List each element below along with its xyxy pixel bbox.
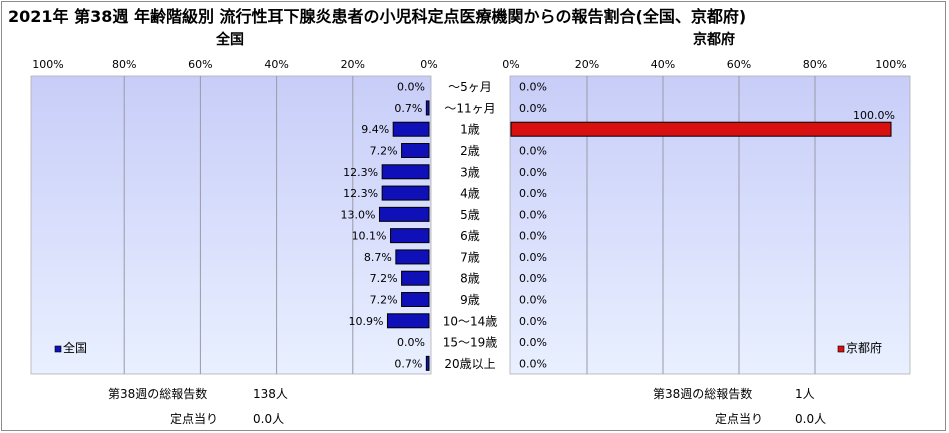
kyoto-plot-area	[509, 75, 911, 375]
national-per-site-value: 0.0人	[253, 412, 284, 426]
national-bar	[381, 164, 430, 180]
national-data-label: 0.7%	[394, 102, 422, 115]
kyoto-data-label: 0.0%	[519, 208, 547, 221]
national-tick-label: 80%	[112, 58, 136, 71]
national-legend-label: 全国	[63, 340, 87, 355]
age-category-label: 3歳	[460, 165, 480, 179]
kyoto-panel: 0% 20% 40% 60% 80% 100% 0.0% 0.0% 100.0% 0.0% 0.0%…	[502, 58, 911, 375]
national-bar	[401, 143, 430, 158]
kyoto-tick-label: 100%	[875, 58, 906, 71]
national-tick-label: 0%	[420, 58, 437, 71]
kyoto-data-label: 0.0%	[519, 251, 547, 264]
kyoto-data-label: 0.0%	[519, 294, 547, 307]
age-category-label: 10～14歳	[443, 314, 498, 328]
age-category-label: ～5ヶ月	[448, 80, 492, 94]
national-tick-label: 40%	[264, 58, 288, 71]
national-bar	[401, 270, 430, 286]
national-per-site-label: 定点当り	[170, 411, 218, 426]
national-bar	[390, 228, 430, 244]
national-tick-label: 20%	[341, 58, 365, 71]
age-category-label: 4歳	[460, 187, 480, 201]
age-category-label: 6歳	[460, 229, 480, 243]
age-category-label: 9歳	[460, 293, 480, 307]
national-total-label: 第38週の総報告数	[108, 386, 207, 401]
kyoto-data-label: 0.0%	[519, 102, 547, 115]
national-panel: 100% 80% 60% 40% 20% 0% 0.0% 0.7% 9.4% 7.2% 12.3% 1…	[30, 58, 438, 375]
kyoto-data-label: 0.0%	[519, 357, 547, 370]
national-bar	[395, 249, 430, 265]
age-category-label: 20歳以上	[444, 357, 495, 371]
national-data-label: 8.7%	[364, 251, 392, 264]
national-data-label: 12.3%	[343, 166, 378, 179]
age-category-label: 5歳	[460, 208, 480, 222]
kyoto-tick-label: 20%	[575, 58, 599, 71]
national-tick-label: 60%	[188, 58, 212, 71]
national-tick-label: 100%	[32, 58, 63, 71]
national-bar	[425, 100, 430, 116]
national-plot-area	[30, 75, 432, 375]
kyoto-total-value: 1人	[795, 387, 815, 401]
kyoto-data-label: 0.0%	[519, 315, 547, 328]
age-category-label: 2歳	[460, 144, 480, 158]
national-bar	[425, 355, 430, 371]
kyoto-data-label: 0.0%	[519, 336, 547, 349]
kyoto-bar	[510, 121, 892, 137]
national-data-label: 0.7%	[394, 357, 422, 370]
kyoto-data-label: 0.0%	[519, 272, 547, 285]
kyoto-total-label: 第38週の総報告数	[653, 386, 752, 401]
kyoto-data-label: 0.0%	[519, 145, 547, 158]
national-panel-title: 全国	[215, 31, 244, 48]
kyoto-tick-label: 40%	[651, 58, 675, 71]
national-bar	[401, 292, 430, 307]
national-data-label: 10.1%	[352, 230, 387, 243]
age-category-labels: ～5ヶ月 ～11ヶ月 1歳 2歳 3歳 4歳 5歳 6歳 7歳 8歳 9歳 10～14歳 15～19歳 2…	[443, 80, 498, 371]
kyoto-data-label: 0.0%	[519, 166, 547, 179]
national-bar	[378, 206, 430, 222]
age-category-label: 8歳	[460, 272, 480, 286]
national-legend-swatch	[54, 345, 62, 353]
national-data-label: 12.3%	[343, 187, 378, 200]
national-data-label: 0.0%	[397, 81, 425, 94]
kyoto-data-label: 0.0%	[519, 81, 547, 94]
kyoto-data-label: 100.0%	[853, 109, 895, 122]
national-bar	[392, 121, 430, 137]
age-category-label: 1歳	[460, 123, 480, 137]
age-category-label: 7歳	[460, 250, 480, 264]
national-data-label: 7.2%	[370, 272, 398, 285]
national-data-label: 9.4%	[361, 123, 389, 136]
age-category-label: 15～19歳	[443, 336, 498, 350]
national-total-value: 138人	[253, 387, 288, 401]
national-data-label: 13.0%	[341, 208, 376, 221]
kyoto-panel-title: 京都府	[693, 31, 735, 48]
national-data-label: 0.0%	[397, 336, 425, 349]
kyoto-tick-label: 80%	[803, 58, 827, 71]
kyoto-tick-label: 60%	[727, 58, 751, 71]
national-data-label: 7.2%	[370, 294, 398, 307]
national-bar	[381, 185, 430, 201]
national-bar	[386, 313, 430, 329]
kyoto-data-label: 0.0%	[519, 230, 547, 243]
kyoto-legend-label: 京都府	[846, 340, 882, 355]
chart-title: 2021年 第38週 年齢階級別 流行性耳下腺炎患者の小児科定点医療機関からの報…	[8, 7, 746, 26]
kyoto-tick-label: 0%	[502, 58, 519, 71]
national-data-label: 7.2%	[370, 145, 398, 158]
kyoto-data-label: 0.0%	[519, 187, 547, 200]
national-data-label: 10.9%	[349, 315, 384, 328]
kyoto-per-site-value: 0.0人	[795, 412, 826, 426]
kyoto-legend-swatch	[837, 345, 845, 353]
age-category-label: ～11ヶ月	[444, 101, 495, 115]
kyoto-per-site-label: 定点当り	[715, 411, 763, 426]
